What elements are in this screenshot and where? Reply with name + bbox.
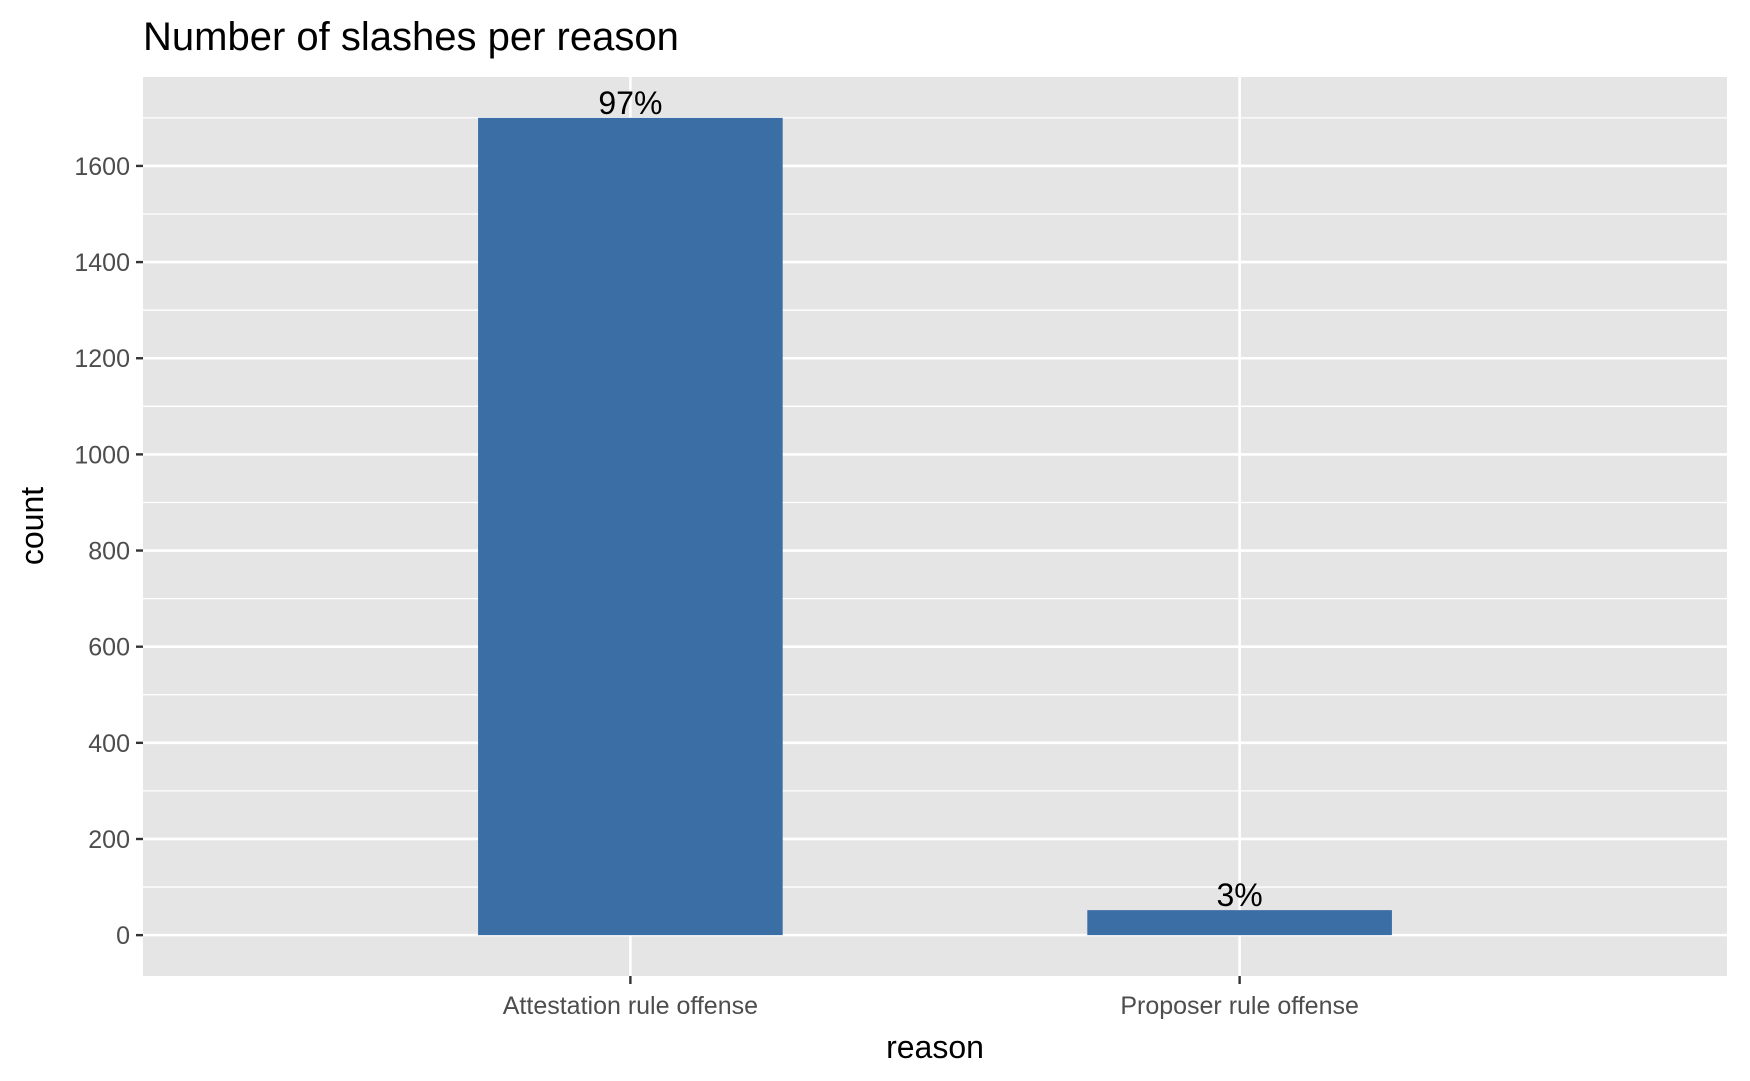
x-axis: Attestation rule offense Proposer rule of… xyxy=(503,976,1359,1020)
grid-minor xyxy=(143,117,1727,888)
chart-title: Number of slashes per reason xyxy=(143,15,679,59)
y-tick-label: 1200 xyxy=(74,345,130,373)
bar-1 xyxy=(478,117,783,936)
bar-2 xyxy=(1087,910,1392,936)
y-tick-label: 200 xyxy=(88,826,130,854)
y-tick-label: 400 xyxy=(88,730,130,758)
y-axis-title: count xyxy=(14,487,50,565)
x-tick-label: Attestation rule offense xyxy=(503,992,758,1020)
data-labels: 97% 3% xyxy=(598,85,1262,913)
x-tick-label: Proposer rule offense xyxy=(1120,992,1359,1020)
y-tick-label: 0 xyxy=(116,922,130,950)
data-label-2: 3% xyxy=(1216,877,1262,913)
y-tick-label: 1000 xyxy=(74,441,130,469)
y-tick-label: 800 xyxy=(88,538,130,566)
data-label-1: 97% xyxy=(598,85,662,121)
y-axis: 0 200 400 600 800 1000 1200 1400 1600 xyxy=(74,153,143,950)
y-tick-label: 600 xyxy=(88,634,130,662)
plot-panel xyxy=(143,77,1727,976)
grid-major xyxy=(143,77,1727,976)
x-axis-title: reason xyxy=(886,1029,984,1065)
y-tick-label: 1400 xyxy=(74,249,130,277)
bars xyxy=(478,117,1392,936)
y-tick-label: 1600 xyxy=(74,153,130,181)
